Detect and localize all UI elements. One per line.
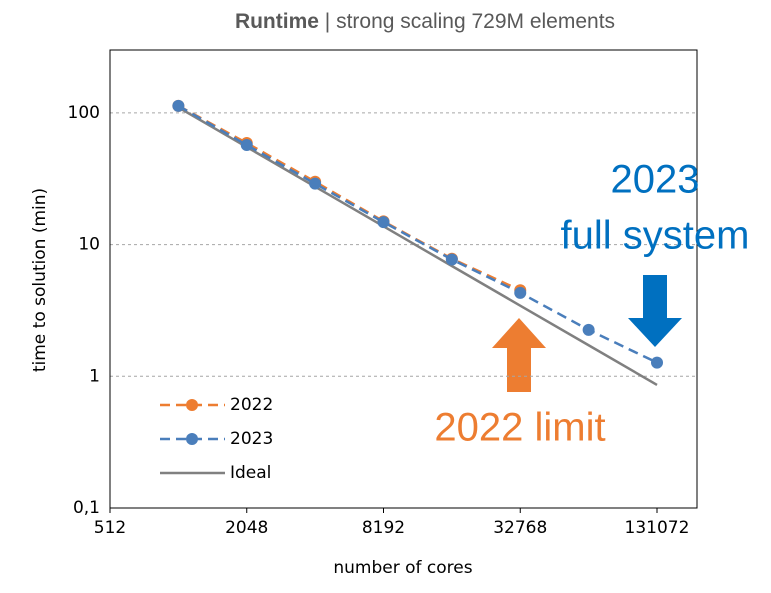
data-point: [309, 177, 322, 190]
y-axis-label: time to solution (min): [30, 188, 50, 372]
chart-title-group: Runtime | strong scaling 729M elements: [235, 10, 615, 33]
data-point: [582, 323, 595, 336]
x-tick-label: 512: [94, 518, 126, 538]
x-axis-label: number of cores: [333, 558, 472, 578]
plot-frame: [109, 49, 698, 509]
arrow-2022: [492, 318, 546, 392]
data-point: [445, 253, 458, 266]
x-tick-label: 2048: [225, 518, 268, 538]
legend-marker: [186, 399, 198, 411]
y-tick-label: 100: [68, 103, 100, 123]
data-point: [651, 356, 664, 369]
x-tick-label: 32768: [493, 518, 547, 538]
y-tick-label: 10: [78, 235, 100, 255]
data-point: [377, 216, 390, 229]
y-tick-label: 1: [89, 366, 100, 386]
series-line: [177, 104, 521, 292]
legend-marker: [186, 433, 198, 445]
data-point: [240, 139, 253, 152]
arrow-2023: [628, 275, 682, 347]
x-tick-label: 8192: [362, 518, 405, 538]
annotation: full system: [561, 214, 750, 258]
legend-label: Ideal: [230, 463, 271, 483]
annotation: 2023: [611, 158, 700, 202]
series-line: [177, 104, 658, 364]
series-line: [177, 106, 658, 386]
legend-label: 2022: [230, 395, 273, 415]
x-tick-label: 131072: [625, 518, 690, 538]
chart-subtitle: | strong scaling 729M elements: [325, 10, 615, 33]
chart-title: Runtime: [235, 10, 319, 33]
data-point: [514, 286, 527, 299]
legend-label: 2023: [230, 429, 273, 449]
y-tick-label: 0,1: [73, 498, 100, 518]
data-point: [172, 99, 185, 112]
annotation: 2022 limit: [434, 406, 605, 450]
